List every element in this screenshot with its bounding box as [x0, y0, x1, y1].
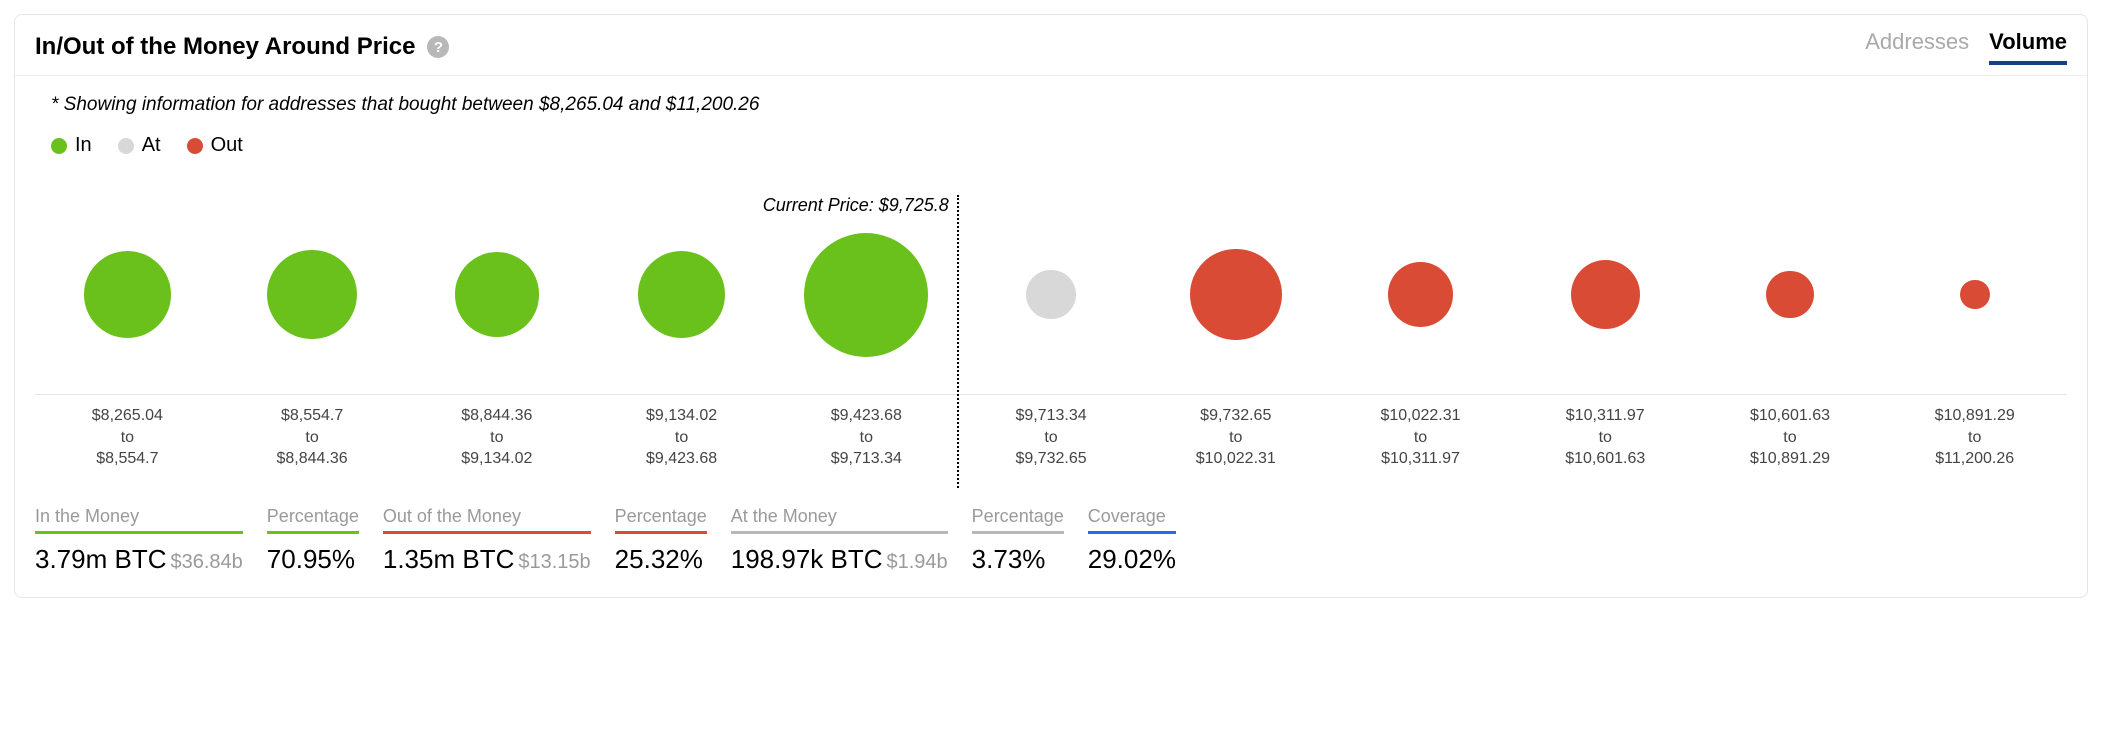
stat-value: 29.02%	[1088, 544, 1176, 575]
chart: Current Price: $9,725.8 $8,265.04to$8,55…	[15, 195, 2087, 488]
stat-block: In the Money 3.79m BTC$36.84b	[35, 506, 243, 575]
legend-item: At	[118, 134, 161, 157]
stat-label: Coverage	[1088, 506, 1176, 534]
bubble[interactable]	[1571, 260, 1640, 329]
bucket-label: $9,732.65to$10,022.31	[1143, 405, 1328, 470]
stat-block: Coverage 29.02%	[1088, 506, 1176, 575]
legend-dot-icon	[187, 138, 203, 154]
bubble-cell	[1143, 195, 1328, 394]
bubble[interactable]	[1960, 280, 1990, 310]
tabs: Addresses Volume	[1865, 29, 2067, 65]
stat-label: In the Money	[35, 506, 243, 534]
legend-dot-icon	[51, 138, 67, 154]
stat-subvalue: $1.94b	[887, 551, 948, 573]
stat-subvalue: $13.15b	[518, 551, 590, 573]
labels-row: $8,265.04to$8,554.7$8,554.7to$8,844.36$8…	[35, 395, 2067, 488]
bubble-cell	[35, 195, 220, 394]
bubble[interactable]	[638, 251, 725, 338]
bubbles-row	[35, 195, 2067, 395]
bubble-cell	[1882, 195, 2067, 394]
bubble-cell	[404, 195, 589, 394]
card-title: In/Out of the Money Around Price	[35, 33, 415, 61]
bucket-label: $9,134.02to$9,423.68	[589, 405, 774, 470]
legend: In At Out	[15, 124, 2087, 167]
bubble[interactable]	[1026, 270, 1076, 320]
tab-volume[interactable]: Volume	[1989, 29, 2067, 65]
stat-label: Out of the Money	[383, 506, 591, 534]
bucket-label: $8,844.36to$9,134.02	[404, 405, 589, 470]
bucket-label: $10,022.31to$10,311.97	[1328, 405, 1513, 470]
bubble-cell	[959, 195, 1144, 394]
stat-label: Percentage	[267, 506, 359, 534]
legend-label: Out	[211, 134, 243, 157]
iomap-card: In/Out of the Money Around Price ? Addre…	[14, 14, 2088, 598]
stat-block: Out of the Money 1.35m BTC$13.15b	[383, 506, 591, 575]
legend-item: In	[51, 134, 92, 157]
bubble[interactable]	[84, 251, 171, 338]
legend-dot-icon	[118, 138, 134, 154]
stat-block: Percentage 3.73%	[972, 506, 1064, 575]
bubble-cell	[1328, 195, 1513, 394]
bucket-label: $10,311.97to$10,601.63	[1513, 405, 1698, 470]
stat-block: At the Money 198.97k BTC$1.94b	[731, 506, 948, 575]
bubble-cell	[589, 195, 774, 394]
stat-label: Percentage	[615, 506, 707, 534]
stat-label: At the Money	[731, 506, 948, 534]
header: In/Out of the Money Around Price ? Addre…	[15, 15, 2087, 76]
help-icon[interactable]: ?	[427, 36, 449, 58]
bucket-label: $10,601.63to$10,891.29	[1698, 405, 1883, 470]
legend-label: In	[75, 134, 92, 157]
stat-block: Percentage 70.95%	[267, 506, 359, 575]
bubble[interactable]	[804, 233, 928, 357]
bucket-label: $8,554.7to$8,844.36	[220, 405, 405, 470]
stat-value: 3.73%	[972, 544, 1064, 575]
stats-row: In the Money 3.79m BTC$36.84b Percentage 70…	[15, 488, 2087, 597]
stat-value: 3.79m BTC$36.84b	[35, 544, 243, 575]
bucket-label: $10,891.29to$11,200.26	[1882, 405, 2067, 470]
bubble-cell	[220, 195, 405, 394]
bubble[interactable]	[1388, 262, 1452, 326]
stat-block: Percentage 25.32%	[615, 506, 707, 575]
bubble-cell	[1513, 195, 1698, 394]
bucket-label: $8,265.04to$8,554.7	[35, 405, 220, 470]
stat-value: 1.35m BTC$13.15b	[383, 544, 591, 575]
bubble-cell	[1698, 195, 1883, 394]
bubble[interactable]	[455, 252, 539, 336]
stat-value: 25.32%	[615, 544, 707, 575]
bubble[interactable]	[267, 250, 356, 339]
bubble-cell	[774, 195, 959, 394]
stat-label: Percentage	[972, 506, 1064, 534]
subtitle: * Showing information for addresses that…	[15, 76, 2087, 124]
legend-item: Out	[187, 134, 243, 157]
stat-subvalue: $36.84b	[171, 551, 243, 573]
bubble[interactable]	[1190, 249, 1282, 341]
bucket-label: $9,423.68to$9,713.34	[774, 405, 959, 470]
title-wrap: In/Out of the Money Around Price ?	[35, 33, 449, 61]
legend-label: At	[142, 134, 161, 157]
tab-addresses[interactable]: Addresses	[1865, 29, 1969, 65]
stat-value: 70.95%	[267, 544, 359, 575]
stat-value: 198.97k BTC$1.94b	[731, 544, 948, 575]
bucket-label: $9,713.34to$9,732.65	[959, 405, 1144, 470]
bubble[interactable]	[1766, 271, 1813, 318]
